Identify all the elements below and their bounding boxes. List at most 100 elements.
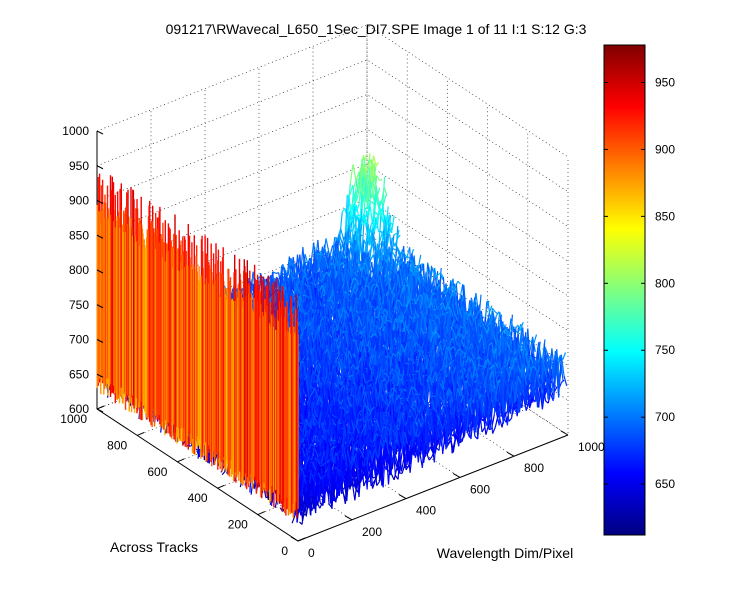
surface-segment	[370, 217, 375, 226]
grid-line	[96, 94, 569, 227]
surface-segment	[371, 164, 375, 182]
surface-segment	[382, 195, 387, 207]
surface-segment	[368, 238, 372, 242]
surface-segment	[363, 210, 368, 225]
surface-segment	[354, 191, 358, 195]
surface-segment	[301, 259, 306, 268]
surface-segment	[342, 262, 346, 267]
surface-segment	[375, 186, 380, 207]
surface-segment	[318, 253, 322, 256]
surface-segment	[319, 246, 323, 266]
surface-segment	[293, 276, 298, 280]
surface-segment	[361, 191, 366, 209]
surface-segment	[372, 284, 376, 286]
surface-segment	[293, 284, 298, 296]
surface-segment	[347, 231, 351, 247]
surface-segment	[376, 175, 380, 181]
surface-segment	[379, 200, 384, 206]
surface-segment	[393, 232, 397, 236]
surface-segment	[374, 211, 379, 216]
surface-segment	[305, 275, 309, 286]
surface-segment	[329, 245, 334, 257]
surface-segment	[345, 195, 350, 236]
surface-segment	[351, 206, 356, 247]
surface-segment	[354, 188, 359, 204]
surface-segment	[326, 271, 330, 275]
surface-segment	[355, 204, 360, 217]
surface-segment	[349, 229, 354, 233]
surface-segment	[316, 262, 321, 273]
surface-segment	[387, 222, 391, 224]
surface-segment	[350, 247, 354, 266]
surface-segment	[388, 226, 393, 234]
surface-plot	[96, 153, 568, 525]
surface-segment	[362, 207, 367, 217]
surface-segment	[340, 252, 345, 258]
surface-segment	[309, 296, 313, 299]
surface-segment	[318, 279, 322, 282]
surface-segment	[375, 194, 380, 209]
surface-segment	[291, 274, 295, 280]
surface-segment	[369, 203, 374, 224]
surface-segment	[330, 253, 334, 259]
grid-line	[96, 24, 569, 158]
surface-segment	[349, 185, 354, 196]
grid-line	[96, 163, 569, 297]
surface-segment	[348, 205, 353, 213]
surface-segment	[358, 158, 363, 204]
surface-segment	[304, 253, 309, 264]
surface-segment	[338, 252, 342, 267]
surface-segment	[344, 230, 349, 256]
surface-segment	[384, 215, 389, 224]
surface-segment	[304, 283, 308, 288]
surface-segment	[272, 271, 277, 275]
surface-segment	[294, 263, 299, 278]
surface-segment	[365, 166, 369, 173]
grid-line	[96, 59, 569, 193]
surface-segment	[381, 187, 385, 202]
surface-segment	[390, 215, 395, 233]
surface-segment	[361, 178, 366, 196]
surface-segment	[366, 175, 371, 202]
surface-segment	[290, 276, 295, 281]
surface-segment	[365, 206, 369, 209]
surface-segment	[298, 267, 303, 274]
surface-segment	[362, 164, 367, 173]
surface-segment	[306, 277, 311, 281]
surface-segment	[323, 247, 328, 255]
surface-segment	[352, 164, 357, 180]
surface-segment	[379, 178, 383, 181]
surface-segment	[281, 264, 286, 269]
surface-segment	[364, 178, 369, 209]
surface-segment	[293, 272, 297, 275]
surface-segment	[343, 256, 347, 259]
surface-segment	[331, 237, 336, 263]
surface-segment	[381, 215, 386, 244]
surface-segment	[367, 234, 371, 237]
surface-segment	[323, 271, 327, 278]
surface-segment	[376, 200, 381, 229]
surface-segment	[376, 206, 381, 219]
surface-segment	[314, 271, 318, 274]
surface-segment	[351, 194, 356, 206]
surface-segment	[350, 215, 354, 224]
surface-segment	[367, 228, 372, 242]
surface-segment	[349, 164, 354, 184]
surface-segment	[352, 221, 357, 231]
surface-segment	[296, 284, 300, 295]
chart-title: 091217\RWavecal_L650_1Sec_DI7.SPE Image …	[166, 21, 587, 37]
surface-segment	[353, 179, 357, 189]
surface-segment	[372, 194, 377, 229]
surface-segment	[348, 224, 353, 247]
surface-segment	[325, 238, 330, 252]
surface-segment	[372, 155, 377, 165]
grid-line	[96, 128, 569, 262]
surface-segment	[386, 231, 391, 235]
surface-segment	[340, 228, 344, 240]
surface-segment	[381, 176, 386, 219]
surface-segment	[250, 275, 255, 283]
surface-segment	[327, 250, 332, 258]
surface-segment	[369, 242, 373, 258]
surface-segment	[365, 240, 370, 253]
